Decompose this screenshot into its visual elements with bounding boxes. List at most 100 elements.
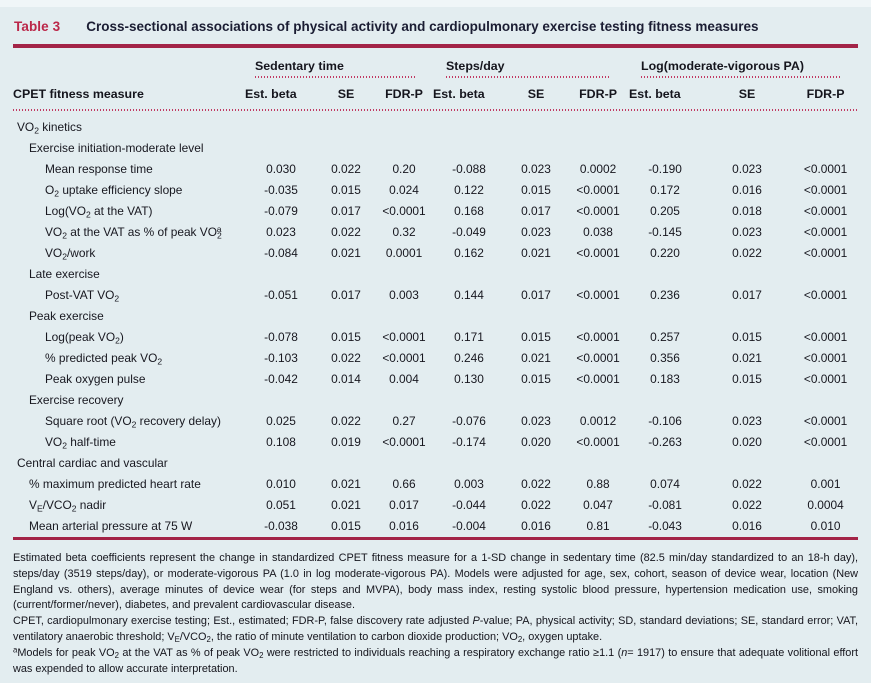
row-label: Mean arterial pressure at 75 W — [29, 519, 193, 533]
row-value — [245, 138, 317, 159]
sub-header-row: CPET fitness measure Est. beta SE FDR-P … — [13, 78, 858, 106]
col-header-est-beta-3: Est. beta — [629, 87, 681, 101]
row-value: 0.168 — [454, 204, 484, 218]
col-header-est-beta-2: Est. beta — [433, 87, 485, 101]
row-value: 0.0002 — [579, 162, 617, 176]
row-label: Peak oxygen pulse — [45, 372, 146, 386]
row-value: -0.042 — [264, 372, 298, 386]
row-value: 0.108 — [266, 435, 296, 449]
row-value — [793, 138, 858, 159]
row-value: 0.038 — [583, 225, 613, 239]
col-header-fdr-p-1: FDR-P — [385, 87, 423, 101]
row-value — [433, 390, 505, 411]
row-value — [433, 264, 505, 285]
table-row: Late exercise — [13, 264, 858, 285]
group-label: Log(moderate-vigorous PA) — [641, 59, 804, 73]
row-value — [433, 138, 505, 159]
group-header-sedentary-time: Sedentary time — [245, 48, 433, 78]
row-label: % maximum predicted heart rate — [29, 477, 201, 491]
row-value — [793, 306, 858, 327]
row-label: Peak exercise — [29, 309, 104, 323]
row-value: 0.017 — [389, 498, 419, 512]
row-value: <0.0001 — [576, 183, 620, 197]
group-header-log-mvpa: Log(moderate-vigorous PA) — [629, 48, 858, 78]
row-value: 0.018 — [732, 204, 762, 218]
row-label: VO2/work — [45, 246, 96, 262]
row-value — [505, 306, 567, 327]
row-value: <0.0001 — [576, 435, 620, 449]
bottom-rule — [13, 537, 858, 540]
row-value: <0.0001 — [576, 330, 620, 344]
row-label: Square root (VO2 recovery delay) — [45, 414, 221, 430]
row-label: Exercise initiation-moderate level — [29, 141, 204, 155]
row-value — [567, 264, 629, 285]
row-value — [701, 264, 793, 285]
table-number-label: Table 3 — [14, 19, 61, 34]
row-value: -0.004 — [452, 519, 486, 533]
row-value: 0.017 — [331, 288, 361, 302]
row-value: -0.044 — [452, 498, 486, 512]
row-value: -0.076 — [452, 414, 486, 428]
row-value: <0.0001 — [803, 330, 848, 344]
row-value: 0.015 — [331, 183, 361, 197]
row-value: <0.0001 — [576, 351, 620, 365]
dotted-rule — [255, 76, 416, 78]
row-value: 0.024 — [389, 183, 419, 197]
row-value: 0.017 — [732, 288, 762, 302]
row-value — [793, 117, 858, 138]
row-value: 0.022 — [331, 162, 361, 176]
row-value: 0.010 — [810, 519, 841, 533]
dotted-rule — [641, 76, 841, 78]
row-label: Post-VAT VO2 — [45, 288, 120, 304]
col-header-se-3: SE — [738, 87, 756, 101]
row-value: -0.078 — [264, 330, 298, 344]
row-value: -0.106 — [648, 414, 682, 428]
row-value: <0.0001 — [803, 246, 848, 260]
row-value: <0.0001 — [382, 330, 426, 344]
row-value: -0.079 — [264, 204, 298, 218]
row-value — [245, 453, 317, 474]
row-value — [793, 453, 858, 474]
row-value: 0.205 — [650, 204, 680, 218]
row-value: 0.356 — [650, 351, 680, 365]
table-row: % predicted peak VO2 -0.103 0.022 <0.000… — [13, 348, 858, 369]
row-value: 0.047 — [583, 498, 613, 512]
row-value: 0.020 — [521, 435, 551, 449]
row-value — [433, 453, 505, 474]
footnote: Estimated beta coefficients represent th… — [13, 552, 858, 612]
table-row: Peak exercise — [13, 306, 858, 327]
row-value: 0.023 — [732, 414, 762, 428]
row-label: Central cardiac and vascular — [17, 456, 168, 470]
row-value: -0.088 — [452, 162, 486, 176]
row-value: 0.051 — [266, 498, 296, 512]
row-value — [317, 264, 375, 285]
row-value: -0.190 — [648, 162, 682, 176]
top-rule — [13, 44, 858, 48]
row-value: 0.004 — [389, 372, 419, 386]
col-header-cpet-fitness-measure: CPET fitness measure — [13, 87, 144, 101]
table-header: Sedentary time Steps/day Log(moderate-vi… — [13, 48, 859, 117]
row-value: <0.0001 — [803, 288, 848, 302]
row-value: 0.015 — [732, 330, 762, 344]
row-value: <0.0001 — [803, 225, 848, 239]
row-value — [701, 138, 793, 159]
row-value — [629, 138, 701, 159]
row-value: 0.257 — [650, 330, 680, 344]
row-value: <0.0001 — [803, 162, 848, 176]
row-value: 0.019 — [331, 435, 361, 449]
row-value: 0.022 — [732, 246, 762, 260]
row-value: <0.0001 — [803, 435, 848, 449]
row-value: 0.003 — [389, 288, 419, 302]
group-label: Sedentary time — [255, 59, 344, 73]
header-divider-row — [13, 106, 859, 117]
row-label: VO2 kinetics — [17, 120, 82, 136]
table-row: Log(VO2 at the VAT) -0.079 0.017 <0.0001… — [13, 201, 858, 222]
row-value: 0.017 — [331, 204, 361, 218]
paper-table-figure: Table 3 Cross-sectional associations of … — [0, 7, 871, 677]
row-value: 0.81 — [586, 519, 610, 533]
table-row: % maximum predicted heart rate 0.010 0.0… — [13, 474, 858, 495]
row-value: 0.022 — [732, 477, 762, 491]
row-value — [629, 117, 701, 138]
row-value: -0.038 — [264, 519, 298, 533]
row-value — [375, 138, 433, 159]
